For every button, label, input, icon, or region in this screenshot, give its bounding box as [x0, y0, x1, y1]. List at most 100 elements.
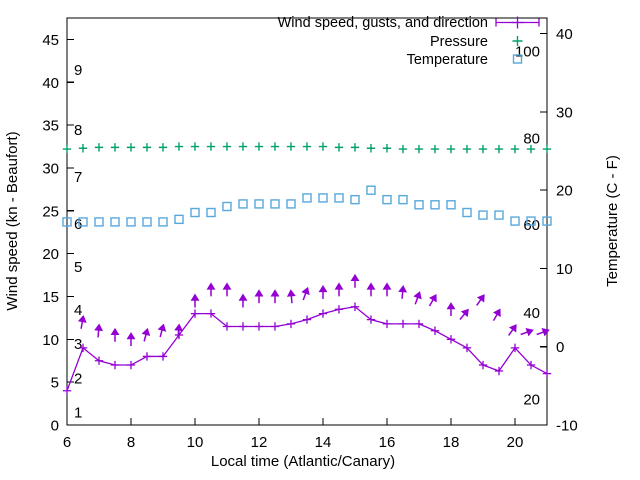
- wind-speed-point: [334, 305, 344, 314]
- y-tick-label: 5: [51, 375, 59, 392]
- temperature-point: [542, 216, 552, 226]
- wind-speed-point: [366, 315, 376, 324]
- gust-arrow-head: [254, 289, 264, 297]
- gust-arrow-head: [429, 293, 437, 303]
- y-tick-label: 25: [42, 203, 59, 220]
- x-tick-label: 16: [379, 434, 396, 451]
- legend-label-temperature: Temperature: [407, 52, 488, 68]
- legend-label-pressure: Pressure: [430, 34, 488, 50]
- y2-axis-ticks: -10 0 10 20 30 40: [540, 26, 578, 435]
- temperature-point: [78, 217, 88, 227]
- pressure-point: [302, 142, 312, 151]
- pressure-point: [110, 143, 120, 152]
- temperature-point: [254, 199, 264, 209]
- temperature-point: [366, 185, 376, 195]
- pressure-point: [238, 142, 248, 151]
- wind-speed-point: [414, 319, 424, 329]
- fahrenheit-label: 80: [523, 130, 540, 147]
- temperature-point: [302, 193, 312, 203]
- y2-tick-label: 40: [556, 26, 573, 43]
- gust-arrow-shaft: [428, 299, 434, 307]
- y2-tick-label: -10: [556, 418, 578, 435]
- legend-label-wind: Wind speed, gusts, and direction: [278, 15, 488, 31]
- temperature-point: [142, 217, 152, 227]
- temperature-point: [350, 194, 360, 205]
- gust-arrow-head: [525, 328, 534, 337]
- temperature-point: [526, 216, 536, 226]
- wind-speed-point: [174, 330, 184, 340]
- gust-arrow-head: [77, 315, 87, 323]
- beaufort-label: 8: [74, 122, 82, 139]
- pressure-point: [318, 142, 328, 151]
- wind-speed-point: [270, 322, 280, 331]
- beaufort-scale-labels: 1 2 3 4 5 6 7 8 9: [74, 62, 82, 422]
- temperature-point: [206, 207, 216, 218]
- wind-speed-point: [350, 302, 360, 311]
- series-gusts-arrows: [77, 273, 550, 347]
- gust-arrow-shaft: [459, 313, 466, 320]
- gust-arrow-shaft: [97, 329, 100, 338]
- pressure-point: [78, 144, 88, 153]
- wind-speed-point: [254, 322, 264, 331]
- x-tick-label: 6: [63, 434, 71, 451]
- wind-speed-point: [286, 319, 296, 329]
- fahrenheit-label: 100: [515, 43, 540, 60]
- gust-arrow-head: [350, 273, 360, 282]
- beaufort-label: 4: [74, 302, 82, 319]
- x-tick-label: 14: [315, 434, 332, 451]
- pressure-point: [94, 143, 104, 152]
- wind-speed-point: [94, 356, 104, 365]
- pressure-point: [190, 142, 200, 151]
- pressure-point: [526, 144, 536, 154]
- wind-speed-point: [158, 352, 168, 361]
- gust-arrow-head: [460, 308, 469, 318]
- pressure-point: [414, 144, 424, 154]
- gust-arrow-shaft: [536, 331, 544, 336]
- series-temperature: [62, 185, 552, 227]
- y-tick-label: 0: [51, 418, 59, 435]
- gust-arrow-shaft: [492, 313, 498, 321]
- y2-axis-title: Temperature (C - F): [604, 155, 621, 287]
- y-tick-label: 30: [42, 160, 59, 177]
- x-tick-label: 20: [507, 434, 524, 451]
- legend-swatch-wind: [495, 16, 540, 29]
- wind-speed-point: [398, 319, 408, 329]
- temperature-point: [334, 193, 344, 203]
- wind-speed-point: [494, 366, 504, 376]
- legend: Wind speed, gusts, and direction Pressur…: [278, 15, 540, 68]
- wind-speed-point: [206, 309, 216, 318]
- temperature-point: [462, 207, 472, 218]
- pressure-point: [542, 144, 552, 154]
- wind-speed-point: [126, 360, 136, 370]
- beaufort-label: 7: [74, 169, 82, 186]
- temperature-point: [318, 193, 328, 203]
- y-tick-label: 10: [42, 332, 59, 349]
- pressure-point: [286, 142, 296, 151]
- y-axis-title: Wind speed (kn - Beaufort): [4, 131, 21, 310]
- temperature-point: [382, 194, 392, 205]
- gust-arrow-head: [382, 282, 392, 290]
- beaufort-label: 3: [74, 336, 82, 353]
- wind-speed-point: [62, 386, 72, 395]
- pressure-point: [382, 144, 392, 153]
- y-tick-label: 40: [42, 75, 59, 92]
- gust-arrow-head: [157, 323, 167, 332]
- gust-arrow-head: [301, 286, 310, 296]
- x-tick-label: 18: [443, 434, 460, 451]
- pressure-point: [126, 143, 136, 152]
- y-tick-label: 35: [42, 118, 59, 135]
- gust-arrow-head: [334, 282, 344, 290]
- y-tick-label: 15: [42, 289, 59, 306]
- series-pressure: [62, 142, 552, 154]
- legend-swatch-pressure: [512, 36, 523, 46]
- x-axis-title: Local time (Atlantic/Canary): [211, 453, 395, 470]
- gust-arrow-shaft: [290, 295, 293, 304]
- pressure-point: [222, 142, 232, 151]
- wind-speed-point: [382, 319, 392, 329]
- wind-speed-point: [222, 322, 232, 331]
- gust-arrow-head: [174, 323, 184, 332]
- gust-arrow-shaft: [414, 296, 419, 305]
- gust-arrow-head: [206, 282, 216, 290]
